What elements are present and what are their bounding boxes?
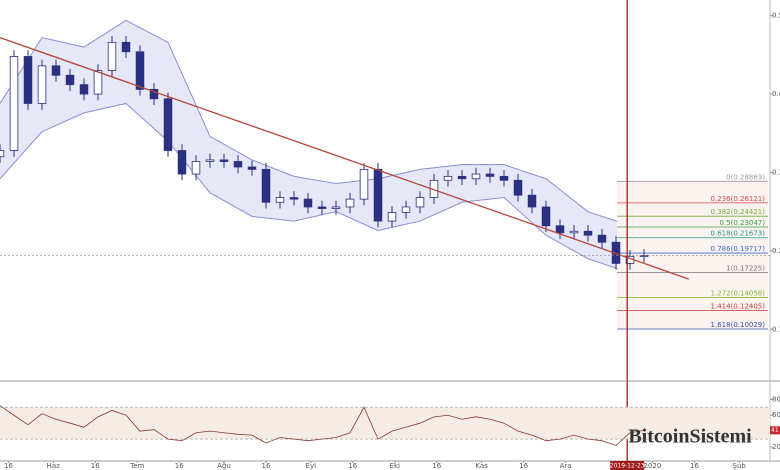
candle-body bbox=[401, 206, 411, 213]
candle-body bbox=[121, 41, 131, 53]
x-tick-label: 16 bbox=[4, 462, 13, 470]
candle-body bbox=[583, 230, 593, 236]
y-tick-label: 0.3 bbox=[772, 168, 780, 176]
y-tick-label: 20 bbox=[772, 443, 780, 451]
candle-body bbox=[373, 168, 383, 222]
candle-body bbox=[65, 74, 75, 86]
candle-body bbox=[415, 197, 425, 208]
rsi-last-label: 41 bbox=[771, 427, 779, 434]
candle-body bbox=[219, 159, 229, 162]
y-tick-label: 60 bbox=[772, 411, 780, 419]
watermark: BitcoinSistemi bbox=[628, 426, 752, 448]
candle-body bbox=[555, 225, 565, 234]
x-tick-label: 16 bbox=[262, 462, 271, 470]
fib-label: 1(0.17225) bbox=[726, 265, 765, 273]
rsi-last-box bbox=[770, 426, 780, 435]
candle-body bbox=[247, 166, 257, 170]
candle-body bbox=[205, 159, 215, 162]
fib-label: 0.618(0.21673) bbox=[711, 230, 766, 238]
candle-body bbox=[191, 161, 201, 175]
candle-body bbox=[443, 175, 453, 181]
candle-body bbox=[597, 234, 607, 243]
x-tick-label: 16 bbox=[175, 462, 184, 470]
candle-body bbox=[317, 206, 327, 209]
x-tick-label: Ara bbox=[560, 462, 572, 470]
fib-label: 0.5(0.23047) bbox=[719, 219, 765, 227]
candle-body bbox=[233, 161, 243, 168]
candle-body bbox=[177, 150, 187, 175]
candle-body bbox=[485, 173, 495, 177]
fib-label: 1.414(0.12405) bbox=[711, 302, 766, 310]
candle-body bbox=[79, 84, 89, 95]
date-marker-box bbox=[610, 461, 645, 470]
x-tick-label: 16 bbox=[519, 462, 528, 470]
x-tick-label: Şub bbox=[733, 462, 747, 470]
y-tick-label: 0.2 bbox=[772, 247, 780, 255]
candle-body bbox=[513, 179, 523, 196]
fib-label: 0(0.28869) bbox=[726, 173, 765, 181]
date-marker-label: 2019-12-23 bbox=[610, 463, 645, 470]
x-tick-label: 16 bbox=[690, 462, 699, 470]
candle-body bbox=[107, 41, 117, 71]
y-tick-label: 0.5 bbox=[772, 12, 780, 20]
x-tick-label: 16 bbox=[432, 462, 441, 470]
candle-body bbox=[149, 88, 159, 100]
candle-body bbox=[93, 70, 103, 95]
candle-body bbox=[289, 197, 299, 200]
candle-body bbox=[527, 194, 537, 208]
trendline bbox=[0, 37, 690, 280]
x-tick-label: Eki bbox=[390, 462, 400, 470]
candle-body bbox=[541, 206, 551, 227]
x-tick-label: Tem bbox=[129, 462, 144, 470]
y-tick-label: 80 bbox=[772, 395, 780, 403]
fib-label: 0.382(0.24421) bbox=[711, 208, 766, 216]
band-upper bbox=[0, 19, 650, 231]
x-tick-label: Haz bbox=[47, 462, 61, 470]
candle-body bbox=[0, 150, 5, 158]
y-tick-label: 0.1 bbox=[772, 325, 780, 333]
candle-body bbox=[261, 168, 271, 203]
y-tick-label: 0.4 bbox=[772, 90, 780, 98]
candle-body bbox=[345, 198, 355, 208]
fib-label: 1.272(0.14058) bbox=[711, 289, 766, 297]
x-tick-label: Eyl bbox=[306, 462, 317, 470]
x-tick-label: 2020 bbox=[643, 462, 661, 470]
x-tick-label: 16 bbox=[348, 462, 357, 470]
candle-body bbox=[359, 168, 369, 200]
candle-body bbox=[303, 198, 313, 208]
candle-body bbox=[471, 173, 481, 180]
candle-body bbox=[275, 197, 285, 203]
fib-label: 1.618(0.10029) bbox=[711, 321, 766, 329]
rsi-line bbox=[0, 405, 645, 446]
candle-body bbox=[457, 175, 467, 180]
rsi-band bbox=[0, 407, 770, 440]
candle-body bbox=[387, 212, 397, 222]
candle-body bbox=[331, 206, 341, 209]
candle-body bbox=[23, 56, 33, 104]
fib-label: 0.786(0.19717) bbox=[711, 245, 766, 253]
x-tick-label: Kas bbox=[475, 462, 488, 470]
candle-body bbox=[37, 65, 47, 104]
candle-body bbox=[163, 98, 173, 151]
candle-body bbox=[135, 51, 145, 90]
fib-label: 0.236(0.26121) bbox=[711, 195, 766, 203]
x-tick-label: 16 bbox=[91, 462, 100, 470]
x-tick-label: Ağu bbox=[217, 462, 231, 470]
candle-body bbox=[9, 56, 19, 151]
candle-body bbox=[51, 65, 61, 76]
band-fill bbox=[0, 20, 650, 273]
candle-body bbox=[499, 175, 509, 181]
candle-body bbox=[569, 230, 579, 234]
